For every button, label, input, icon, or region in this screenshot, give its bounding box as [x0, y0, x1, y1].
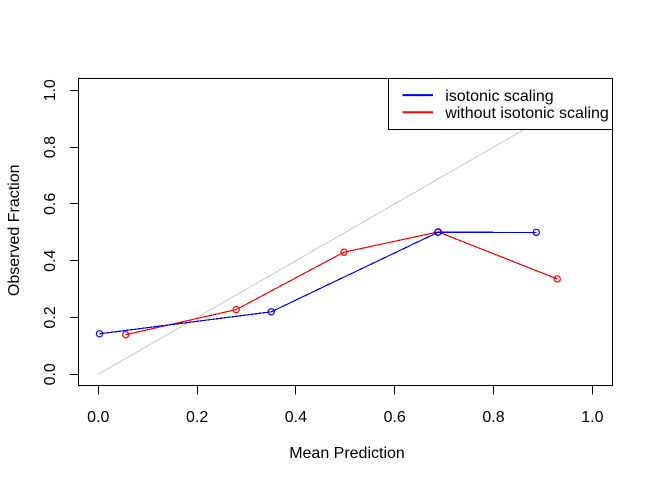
svg-text:0.4: 0.4 [285, 409, 307, 426]
svg-text:without isotonic scaling: without isotonic scaling [444, 105, 609, 122]
svg-text:isotonic scaling: isotonic scaling [445, 88, 554, 105]
svg-text:0.6: 0.6 [42, 193, 59, 215]
svg-text:1.0: 1.0 [42, 79, 59, 101]
svg-text:0.0: 0.0 [42, 363, 59, 385]
svg-text:0.8: 0.8 [482, 409, 504, 426]
svg-text:0.6: 0.6 [384, 409, 406, 426]
svg-text:Mean Prediction: Mean Prediction [289, 445, 405, 462]
svg-text:0.2: 0.2 [186, 409, 208, 426]
svg-text:1.0: 1.0 [581, 409, 603, 426]
svg-text:0.8: 0.8 [42, 136, 59, 158]
svg-text:0.0: 0.0 [87, 409, 109, 426]
svg-text:0.4: 0.4 [42, 249, 59, 271]
svg-text:0.2: 0.2 [42, 306, 59, 328]
svg-text:Observed Fraction: Observed Fraction [6, 164, 23, 296]
